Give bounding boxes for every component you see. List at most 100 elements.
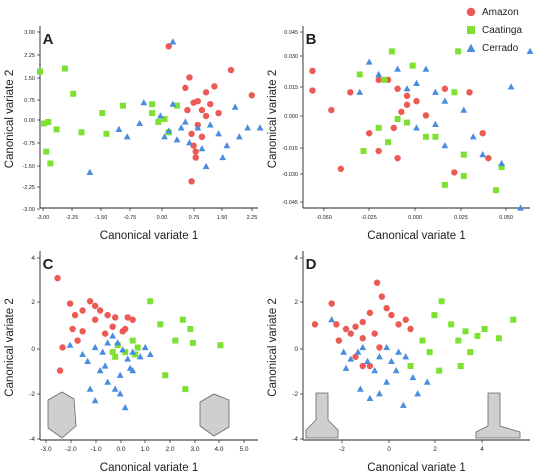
point-cerrado: [206, 121, 214, 128]
point-caatinga: [129, 337, 136, 344]
legend-label-caatinga: Caatinga: [482, 24, 523, 36]
point-amazon: [371, 330, 378, 337]
point-cerrado: [441, 142, 449, 149]
y-tick-label: -1.50: [22, 164, 35, 170]
point-caatinga: [47, 160, 54, 167]
point-cerrado: [186, 139, 193, 146]
point-amazon: [407, 325, 414, 333]
point-caatinga: [419, 337, 426, 344]
point-amazon: [342, 325, 350, 333]
point-caatinga: [147, 298, 154, 305]
x-tick-label: -0.025: [361, 215, 377, 221]
point-cerrado: [126, 364, 134, 371]
panel-letter: D: [306, 256, 317, 273]
point-caatinga: [481, 326, 488, 332]
point-cerrado: [96, 367, 104, 374]
point-cerrado: [392, 367, 400, 374]
point-caatinga: [388, 48, 395, 55]
point-cerrado: [479, 151, 487, 158]
point-amazon: [311, 321, 319, 328]
point-amazon: [328, 300, 335, 307]
point-cerrado: [517, 204, 524, 211]
y-tick-label: -0.045: [282, 200, 298, 206]
point-amazon: [328, 106, 335, 114]
point-cerrado: [409, 373, 417, 381]
point-caatinga: [45, 118, 52, 125]
point-cerrado: [215, 130, 222, 137]
x-tick-label: -0.050: [316, 215, 332, 221]
x-tick-label: 5.0: [239, 446, 248, 453]
y-axis-title: Canonical variate 2: [4, 70, 16, 168]
point-cerrado: [136, 119, 144, 127]
point-cerrado: [198, 145, 206, 152]
point-caatinga: [474, 332, 481, 339]
point-amazon: [479, 130, 486, 137]
point-caatinga: [431, 312, 438, 319]
point-amazon: [376, 344, 383, 351]
point-cerrado: [194, 124, 202, 131]
point-cerrado: [413, 79, 420, 86]
point-cerrado: [136, 353, 144, 360]
point-amazon: [129, 316, 136, 323]
point-caatinga: [149, 110, 156, 117]
point-amazon: [184, 106, 191, 114]
point-amazon: [104, 311, 111, 319]
point-caatinga: [41, 120, 48, 127]
y-tick-label: -2: [29, 391, 35, 398]
point-amazon: [101, 330, 109, 337]
point-cerrado: [119, 346, 127, 353]
x-tick-label: 0: [387, 446, 391, 453]
point-amazon: [165, 43, 172, 50]
point-cerrado: [423, 378, 431, 385]
point-cerrado: [460, 106, 468, 113]
x-tick-label: -2.25: [66, 215, 79, 221]
point-amazon: [192, 154, 199, 161]
point-amazon: [485, 154, 492, 162]
point-amazon: [188, 178, 195, 185]
point-cerrado: [342, 364, 350, 371]
point-cerrado: [79, 350, 86, 358]
point-caatinga: [109, 349, 116, 356]
y-tick-label: 1.50: [24, 76, 35, 82]
point-amazon: [198, 133, 206, 140]
x-tick-label: -2.0: [65, 446, 77, 453]
y-axis-title: Canonical variate 2: [267, 70, 279, 168]
x-tick-label: 4: [480, 446, 484, 453]
point-cerrado: [388, 357, 395, 364]
point-amazon: [359, 335, 366, 342]
point-cerrado: [498, 159, 506, 167]
y-axis-title: Canonical variate 2: [4, 298, 16, 396]
point-amazon: [373, 279, 381, 286]
point-caatinga: [43, 148, 50, 155]
point-cerrado: [376, 390, 383, 397]
point-caatinga: [455, 48, 462, 55]
point-amazon: [202, 112, 210, 120]
point-cerrado: [432, 120, 439, 127]
point-amazon: [69, 325, 76, 333]
point-caatinga: [407, 363, 414, 369]
point-amazon: [79, 328, 86, 335]
point-cerrado: [66, 341, 74, 348]
point-cerrado: [104, 339, 112, 346]
point-cerrado: [91, 343, 99, 351]
point-caatinga: [174, 102, 181, 109]
point-amazon: [366, 130, 373, 137]
x-tick-label: 0.025: [454, 215, 468, 221]
x-tick-label: -1.0: [90, 446, 102, 453]
y-tick-label: -2.25: [22, 185, 35, 191]
point-cerrado: [356, 88, 364, 95]
cerrado-triangle-icon: [466, 43, 476, 52]
y-tick-label: 2.25: [24, 53, 35, 59]
y-tick-label: -4: [292, 436, 298, 443]
point-cerrado: [366, 394, 374, 401]
point-amazon: [347, 330, 354, 337]
x-tick-label: -3.0: [40, 446, 52, 453]
point-amazon: [86, 298, 94, 305]
x-tick-label: -3.00: [37, 215, 50, 221]
point-caatinga: [467, 349, 474, 356]
legend-entry-amazon: Amazon: [466, 4, 548, 20]
point-amazon: [333, 321, 340, 328]
panel-letter: B: [306, 31, 317, 48]
point-cerrado: [141, 343, 149, 351]
x-tick-label: 3.0: [190, 446, 199, 453]
